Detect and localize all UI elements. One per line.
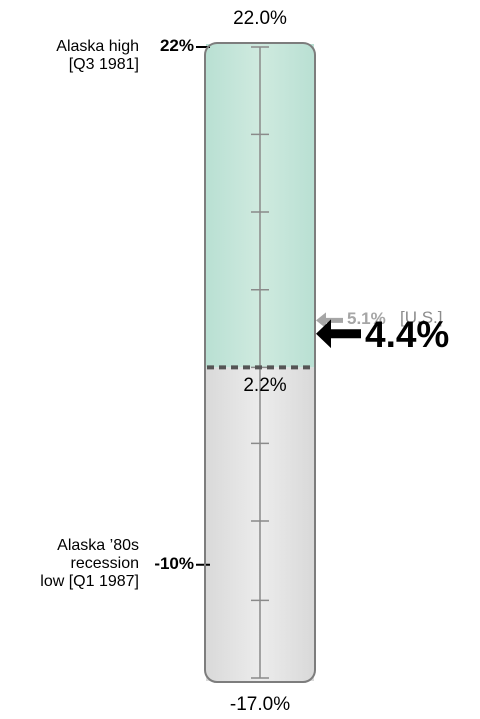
alaska-arrow-icon [316,319,361,349]
annotation-label-line: Alaska ’80s [57,536,139,554]
scale-min-label: -17.0% [229,694,291,715]
annotation-label-line: recession [70,554,139,572]
annotation-low-label: Alaska ’80s recession low [Q1 1987] [0,537,139,591]
alaska-value-label: 4.4% [365,313,450,355]
us-name-label: [U.S.] [400,308,443,328]
annotation-label-line: low [Q1 1987] [40,572,139,590]
us-value-label: 5.1% [347,309,386,329]
annotation-low-value: -10% [154,553,194,573]
scale-max-label: 22.0% [233,8,287,29]
annotation-label-line: Alaska high [56,38,139,55]
annotation-high-label: Alaska high [Q3 1981] [0,38,139,74]
us-arrow-icon [316,312,343,329]
midline-label: 2.2% [243,375,287,397]
annotation-high-value: 22% [159,36,194,55]
annotation-label-line: [Q3 1981] [68,56,139,73]
gauge-frame [204,42,316,683]
